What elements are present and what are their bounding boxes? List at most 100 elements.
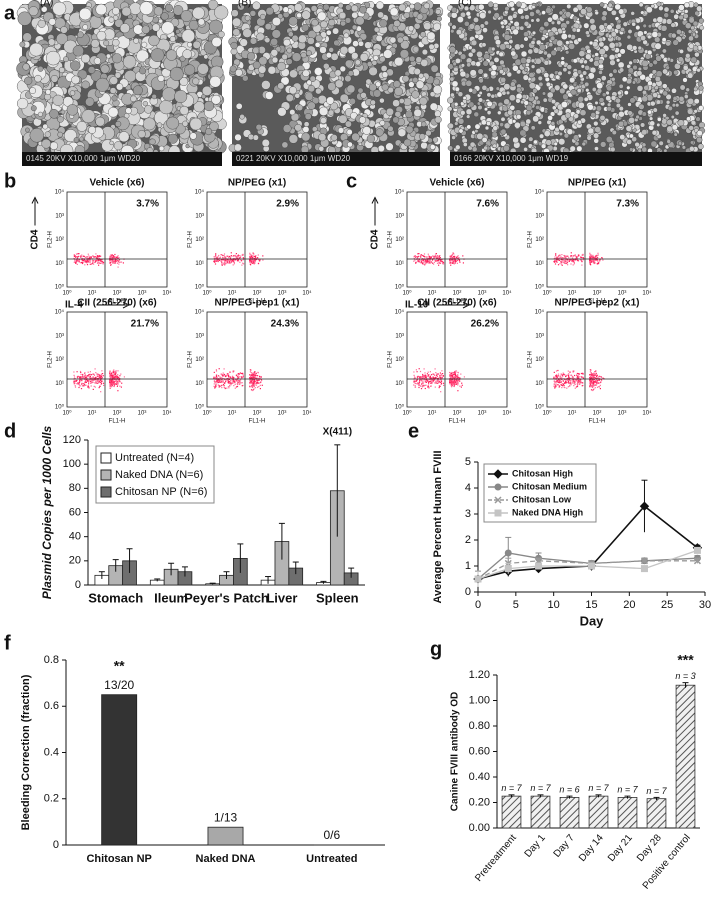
sem-particle — [599, 48, 606, 55]
flow-x-tick: 10³ — [478, 291, 487, 297]
panel-label: a — [4, 2, 16, 24]
sem-particle — [257, 33, 265, 41]
sem-particle — [469, 88, 473, 92]
flow-dot — [223, 380, 224, 381]
flow-dot — [95, 368, 96, 369]
flow-dot — [562, 265, 563, 266]
sem-particle — [345, 75, 352, 82]
sem-particle — [184, 65, 195, 76]
sem-particle — [320, 117, 326, 123]
flow-dot — [254, 263, 255, 264]
sem-particle — [270, 38, 277, 45]
flow-dot — [84, 372, 85, 373]
sem-particle — [112, 96, 118, 102]
sem-particle — [340, 66, 346, 72]
flow-dot — [416, 256, 417, 257]
sem-particle — [493, 3, 498, 8]
flow-dot — [233, 385, 234, 386]
flow-dot — [573, 264, 574, 265]
sem-particle — [549, 42, 553, 46]
sem-particle — [551, 121, 555, 125]
sem-particle — [126, 108, 132, 114]
sem-particle — [482, 137, 487, 142]
flow-dot — [89, 374, 90, 375]
flow-dot — [233, 264, 234, 265]
flow-dot — [561, 254, 562, 255]
flow-y-tick: 10⁰ — [195, 284, 205, 291]
flow-dot — [251, 385, 252, 386]
flow-dot — [224, 253, 225, 254]
sem-particle — [602, 11, 607, 16]
sem-particle — [700, 26, 704, 30]
flow-dot — [115, 374, 116, 375]
sem-particle — [358, 41, 363, 46]
sem-particle — [466, 109, 472, 115]
flow-dot — [87, 261, 88, 262]
flow-dot — [112, 259, 113, 260]
sem-particle — [393, 100, 400, 107]
flow-dot — [249, 253, 250, 254]
flow-dot — [216, 261, 217, 262]
sem-particle — [96, 4, 107, 15]
sem-particle — [610, 147, 615, 152]
flow-dot — [81, 255, 82, 256]
flow-dot — [97, 263, 98, 264]
flow-dot — [420, 256, 421, 257]
sem-particle — [541, 36, 545, 40]
sem-particle — [673, 70, 678, 75]
sem-particle — [460, 71, 466, 77]
flow-dot — [414, 259, 415, 260]
sem-particle — [416, 57, 422, 63]
sem-particle — [516, 88, 521, 93]
sem-particle — [698, 144, 704, 150]
flow-dot — [99, 375, 100, 376]
sem-particle — [466, 80, 472, 86]
sem-particle — [632, 46, 637, 51]
flow-y-tick: 10⁴ — [55, 189, 65, 196]
flow-dot — [256, 379, 257, 380]
flow-title: CII (256-270) (x6) — [77, 298, 156, 309]
sem-particle — [688, 36, 693, 41]
sem-particle — [512, 65, 518, 71]
sem-particle — [231, 42, 238, 49]
sem-particle — [359, 117, 366, 124]
flow-dot — [119, 375, 120, 376]
sem-particle — [689, 126, 694, 131]
sem-particle — [597, 88, 602, 93]
sem-particle — [531, 65, 535, 69]
sem-particle — [348, 71, 354, 77]
sem-particle — [88, 66, 95, 73]
sem-particle — [585, 88, 589, 92]
flow-dot — [112, 263, 113, 264]
sem-particle — [448, 22, 452, 26]
sem-particle — [277, 62, 286, 71]
sem-particle — [192, 7, 204, 19]
flow-dot — [232, 382, 233, 383]
flow-dot — [257, 387, 258, 388]
flow-dot — [110, 256, 111, 257]
sem-particle — [72, 76, 80, 84]
flow-dot — [99, 256, 100, 257]
sem-particle — [119, 132, 129, 142]
flow-y-tick: 10² — [195, 357, 204, 363]
flow-dot — [237, 384, 238, 385]
sem-image: 0166 20KV X10,000 1μm WD19 — [447, 1, 705, 166]
sem-particle — [320, 47, 327, 54]
sem-particle — [320, 21, 327, 28]
flow-dot — [110, 388, 111, 389]
sem-particle — [554, 142, 558, 146]
sem-particle — [609, 54, 615, 60]
sem-particle — [476, 51, 482, 57]
sem-particle — [265, 23, 272, 30]
sem-particle — [421, 142, 428, 149]
sem-particle — [577, 70, 582, 75]
sem-particle — [623, 22, 628, 27]
sem-particle — [520, 100, 524, 104]
flow-dot — [253, 388, 254, 389]
sem-particle — [666, 41, 671, 46]
flow-dot — [258, 254, 259, 255]
sem-particle — [495, 31, 499, 35]
sem-particle — [319, 107, 328, 116]
flow-dot — [94, 262, 95, 263]
flow-dot — [260, 382, 261, 383]
